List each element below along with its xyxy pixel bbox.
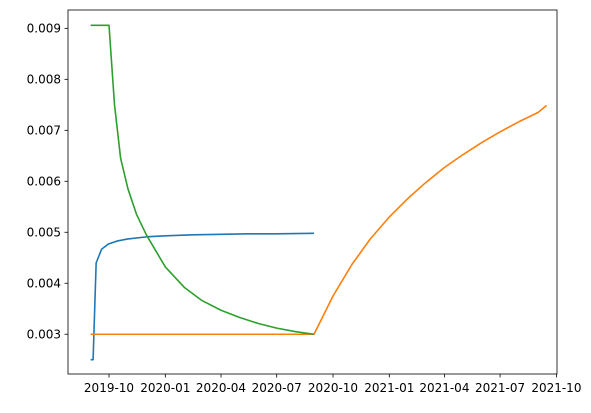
y-tick-label: 0.005 — [27, 226, 61, 240]
x-tick-label: 2021-04 — [419, 381, 469, 395]
x-tick-label: 2021-10 — [531, 381, 581, 395]
x-tick-label: 2021-07 — [475, 381, 525, 395]
series-line-1 — [90, 232, 315, 361]
y-axis: 0.003 0.004 0.005 0.006 0.007 0.008 0.009 — [27, 22, 68, 342]
x-tick-label: 2020-07 — [252, 381, 302, 395]
series-line-2 — [90, 104, 548, 336]
y-tick-label: 0.007 — [27, 124, 61, 138]
y-tick-label: 0.003 — [27, 328, 61, 342]
series-line-3 — [90, 24, 315, 336]
y-tick-label: 0.009 — [27, 22, 61, 36]
y-tick-label: 0.004 — [27, 277, 61, 291]
plot-frame — [67, 9, 558, 375]
x-tick-label: 2020-04 — [196, 381, 246, 395]
x-axis: 2019-10 2020-01 2020-04 2020-07 2020-10 2021-… — [84, 374, 581, 395]
x-tick-label: 2020-10 — [308, 381, 358, 395]
x-tick-label: 2019-10 — [84, 381, 134, 395]
plot-series — [90, 24, 548, 361]
x-tick-label: 2020-01 — [140, 381, 190, 395]
x-tick-label: 2021-01 — [364, 381, 414, 395]
y-tick-label: 0.008 — [27, 73, 61, 87]
y-tick-label: 0.006 — [27, 175, 61, 189]
